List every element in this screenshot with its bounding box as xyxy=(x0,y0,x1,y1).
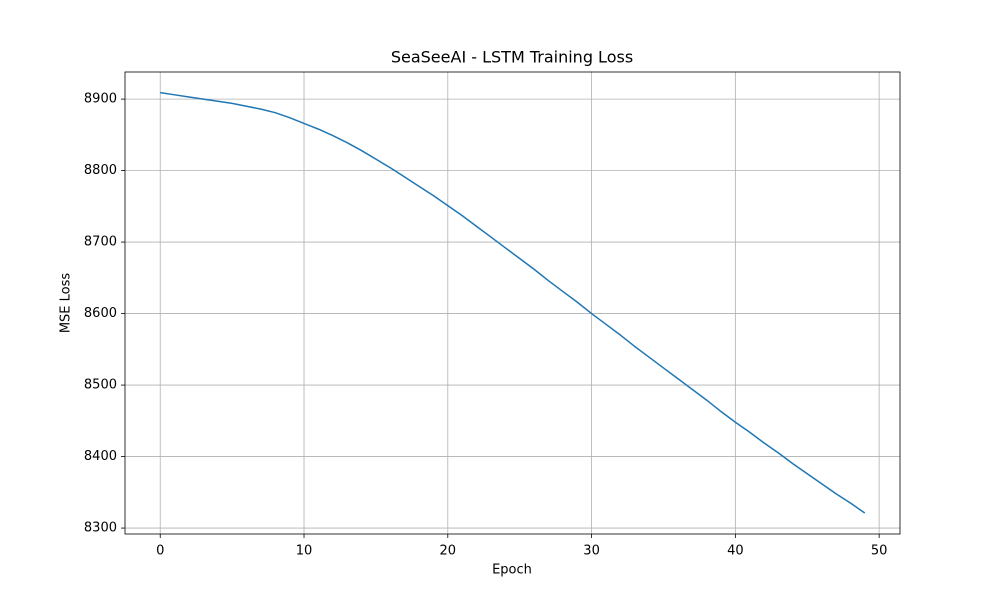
grid xyxy=(125,72,900,534)
y-tick-label: 8500 xyxy=(84,378,117,393)
plot xyxy=(160,91,866,514)
axes-frame xyxy=(124,71,901,535)
x-tick-label: 40 xyxy=(727,544,744,559)
y-tick-label: 8600 xyxy=(84,306,117,321)
loss-line xyxy=(160,91,866,514)
y-axis-label: MSE Loss xyxy=(59,273,74,334)
x-tick-label: 20 xyxy=(440,544,457,559)
y-tick-label: 8800 xyxy=(84,163,117,178)
y-tick-label: 8400 xyxy=(84,449,117,464)
x-tick-label: 30 xyxy=(583,544,600,559)
x-tick-label: 50 xyxy=(871,544,888,559)
chart-title: SeaSeeAI - LSTM Training Loss xyxy=(391,48,633,67)
x-tick-label: 10 xyxy=(296,544,313,559)
y-tick-label: 8300 xyxy=(84,521,117,536)
x-axis-label: Epoch xyxy=(492,563,532,578)
x-tick-label: 0 xyxy=(156,544,164,559)
y-tick-label: 8900 xyxy=(84,92,117,107)
y-tick-label: 8700 xyxy=(84,235,117,250)
